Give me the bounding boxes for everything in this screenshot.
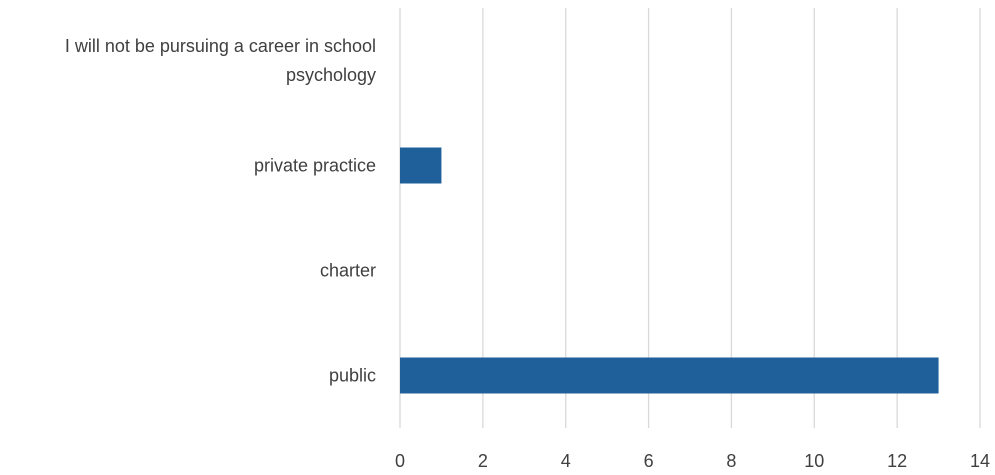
x-tick-label: 6	[644, 451, 654, 471]
x-tick-labels: 0 2 4 6 8 10 12 14	[395, 451, 990, 471]
category-label-line: public	[329, 366, 376, 386]
category-label: I will not be pursuing a career in schoo…	[65, 36, 376, 85]
category-label-line: charter	[320, 261, 376, 281]
x-tick-label: 14	[970, 451, 990, 471]
category-label: public	[329, 366, 376, 386]
category-labels: I will not be pursuing a career in schoo…	[65, 36, 376, 386]
x-tick-label: 2	[478, 451, 488, 471]
gridlines	[399, 8, 981, 428]
bar-1	[400, 147, 442, 184]
x-tick-label: 4	[561, 451, 571, 471]
bar-3	[400, 357, 939, 394]
category-label-line: I will not be pursuing a career in schoo…	[65, 36, 376, 56]
category-label: charter	[320, 261, 376, 281]
category-label: private practice	[254, 156, 376, 176]
category-label-line: psychology	[286, 65, 376, 85]
bars	[400, 147, 939, 394]
x-tick-label: 10	[804, 451, 824, 471]
x-tick-label: 8	[726, 451, 736, 471]
category-label-line: private practice	[254, 156, 376, 176]
x-tick-label: 12	[887, 451, 907, 471]
x-tick-label: 0	[395, 451, 405, 471]
